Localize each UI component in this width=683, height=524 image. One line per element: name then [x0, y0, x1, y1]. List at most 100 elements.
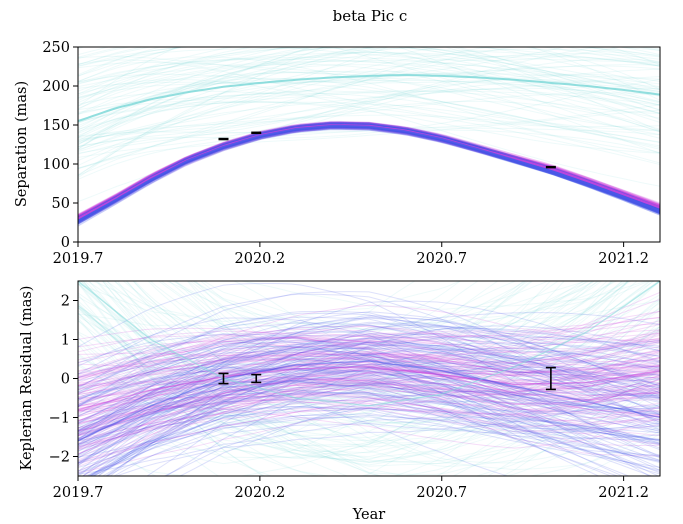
posterior-orbit-line	[78, 281, 532, 417]
posterior-orbit-line	[78, 311, 660, 464]
posterior-orbit-line	[186, 281, 654, 424]
posterior-orbit-line	[78, 368, 654, 476]
posterior-orbit-line	[78, 317, 660, 456]
posterior-orbit-line	[78, 336, 660, 466]
posterior-orbit-line	[78, 325, 660, 436]
posterior-orbit-line	[78, 104, 660, 180]
posterior-orbit-line	[78, 337, 660, 436]
posterior-orbit-line	[78, 408, 660, 458]
posterior-orbit-line	[87, 367, 651, 476]
posterior-orbit-line	[95, 281, 660, 476]
posterior-orbit-line	[78, 281, 660, 446]
separation-axes-frame	[77, 46, 661, 243]
posterior-orbit-line	[78, 387, 660, 433]
y-tick-label: 250	[42, 40, 70, 56]
posterior-orbit-line	[78, 70, 660, 106]
observation-errorbar	[251, 373, 262, 384]
posterior-orbit-line	[78, 281, 552, 432]
posterior-orbit-line	[89, 343, 660, 476]
posterior-orbit-line	[78, 101, 660, 150]
posterior-orbit-line	[113, 281, 527, 350]
posterior-orbit-line	[78, 365, 660, 467]
posterior-orbit-line	[78, 381, 613, 476]
posterior-orbit-line	[82, 281, 613, 461]
posterior-orbit-line	[78, 47, 312, 138]
posterior-orbit-line	[168, 281, 660, 464]
posterior-orbit-line	[78, 123, 660, 217]
posterior-orbit-line	[84, 281, 660, 465]
posterior-orbit-line	[157, 281, 660, 397]
residual-x-axis-label: Year	[352, 507, 386, 523]
posterior-orbit-line	[78, 407, 660, 445]
posterior-orbit-line	[78, 47, 660, 97]
posterior-orbit-line	[113, 416, 660, 476]
posterior-orbit-line	[78, 381, 660, 461]
posterior-orbit-line	[78, 317, 660, 449]
posterior-orbit-line	[78, 123, 660, 218]
posterior-orbit-line	[160, 281, 585, 370]
posterior-orbit-line	[79, 281, 660, 476]
posterior-orbit-line	[78, 366, 660, 464]
posterior-orbit-line	[78, 281, 615, 386]
posterior-orbit-line	[78, 121, 660, 217]
posterior-orbit-line	[78, 320, 660, 476]
posterior-orbit-line	[78, 87, 660, 141]
posterior-orbit-line	[78, 331, 660, 441]
posterior-orbit-line	[78, 109, 660, 170]
posterior-orbit-line	[78, 79, 660, 177]
posterior-orbit-line	[78, 352, 660, 394]
posterior-orbit-line	[78, 325, 660, 384]
posterior-orbit-line	[78, 374, 660, 442]
posterior-orbit-line	[78, 53, 660, 177]
posterior-orbit-line	[78, 332, 660, 381]
posterior-orbit-line	[192, 281, 601, 338]
posterior-orbit-line	[78, 348, 660, 458]
posterior-orbit-line	[78, 405, 660, 468]
posterior-orbit-line	[78, 340, 660, 387]
y-tick-label: −1	[49, 411, 70, 427]
posterior-orbit-line	[78, 341, 660, 431]
posterior-orbit-line	[78, 338, 624, 476]
posterior-orbit-line	[78, 348, 660, 451]
posterior-orbit-line	[106, 281, 660, 475]
posterior-orbit-line	[78, 368, 660, 471]
posterior-orbit-line	[78, 351, 660, 436]
posterior-orbit-line	[78, 334, 660, 373]
posterior-orbit-line	[78, 300, 660, 463]
posterior-orbit-line	[78, 337, 660, 447]
posterior-orbit-line	[78, 128, 660, 223]
posterior-orbit-line	[78, 281, 630, 328]
posterior-orbit-line	[78, 390, 660, 462]
posterior-orbit-line	[78, 122, 660, 216]
posterior-orbit-line	[78, 281, 462, 377]
posterior-orbit-line	[78, 90, 660, 130]
posterior-orbit-line	[78, 300, 660, 366]
posterior-orbit-line	[78, 47, 660, 88]
posterior-orbit-line	[78, 126, 660, 217]
posterior-orbit-line	[78, 355, 660, 402]
posterior-orbit-line	[114, 281, 660, 476]
posterior-orbit-line	[78, 82, 660, 143]
posterior-orbit-line	[78, 311, 660, 408]
posterior-orbit-line	[78, 281, 525, 453]
posterior-orbit-line	[78, 47, 660, 101]
posterior-orbit-line	[78, 47, 660, 101]
posterior-orbit-line	[78, 47, 660, 67]
posterior-orbit-line	[78, 307, 660, 410]
posterior-orbit-line	[78, 63, 660, 154]
posterior-orbit-line	[78, 322, 660, 437]
posterior-orbit-line	[78, 363, 660, 440]
y-tick-label: 200	[42, 79, 70, 95]
posterior-orbit-line	[78, 334, 660, 436]
posterior-orbit-line	[78, 339, 660, 475]
posterior-orbit-line	[78, 369, 660, 463]
posterior-orbit-line	[92, 359, 660, 476]
posterior-orbit-line	[199, 281, 632, 364]
posterior-orbit-line	[78, 368, 660, 448]
posterior-orbit-line	[78, 321, 660, 440]
posterior-orbit-line	[78, 391, 660, 464]
posterior-orbit-line	[78, 349, 660, 377]
posterior-orbit-line	[78, 123, 660, 218]
posterior-orbit-line	[78, 384, 660, 429]
posterior-orbit-line	[78, 121, 660, 218]
